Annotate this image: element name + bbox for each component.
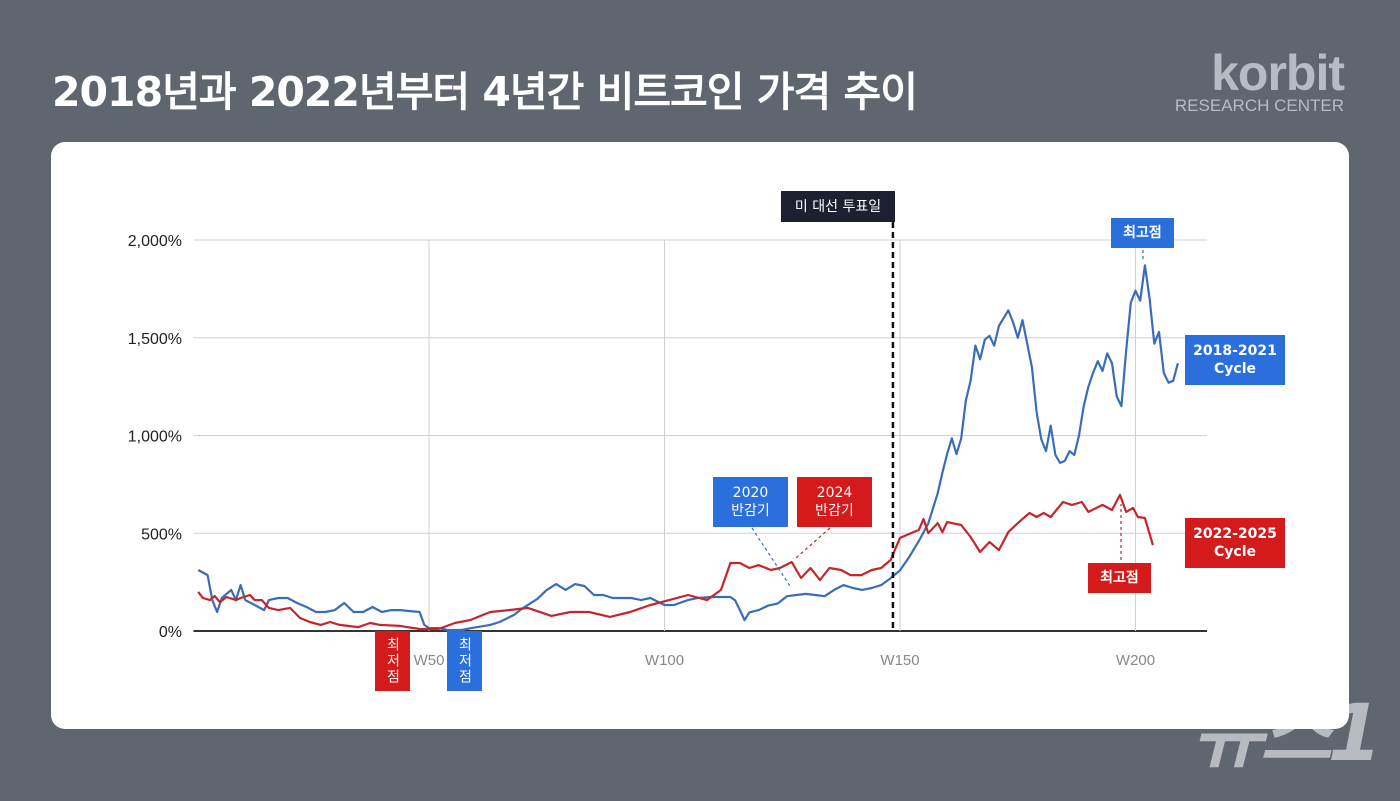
page-title: 2018년과 2022년부터 4년간 비트코인 가격 추이 — [52, 68, 918, 116]
annotation-arrows — [751, 250, 1144, 587]
y-tick-label: 2,000% — [128, 233, 182, 250]
logo-subtitle: RESEARCH CENTER — [1174, 96, 1344, 115]
x-tick-label: W50 — [414, 652, 445, 669]
election-day-label: 미 대선 투표일 — [781, 191, 895, 222]
news1-watermark: 뉴스1 — [1192, 689, 1382, 779]
series-lines — [197, 264, 1179, 632]
x-tick-label: W200 — [1116, 652, 1155, 669]
logo-brand: korbit — [1211, 45, 1345, 101]
korbit-logo: korbit RESEARCH CENTER — [1174, 45, 1345, 116]
arrow-2024-halving — [795, 527, 831, 559]
series-line-2018-2021 — [197, 264, 1179, 632]
red-series-label: 2022-2025 Cycle — [1185, 518, 1285, 568]
y-tick-label: 0% — [159, 624, 182, 641]
y-axis-ticks: 0% 500% 1,000% 1,500% 2,000% — [128, 233, 182, 641]
blue-low-label: 최저점 — [447, 631, 482, 691]
x-tick-label: W100 — [645, 652, 684, 669]
red-low-label: 최저점 — [375, 631, 410, 691]
blue-series-label: 2018-2021 Cycle — [1185, 335, 1285, 385]
halving-2024-label: 2024 반감기 — [797, 477, 872, 527]
grid — [193, 239, 1207, 632]
y-tick-label: 1,000% — [128, 429, 182, 446]
x-tick-label: W150 — [880, 652, 919, 669]
red-high-label: 최고점 — [1088, 563, 1151, 593]
y-tick-label: 1,500% — [128, 331, 182, 348]
halving-2020-label: 2020 반감기 — [713, 477, 788, 527]
arrow-2020-halving — [751, 527, 791, 587]
blue-high-label: 최고점 — [1111, 218, 1174, 248]
x-axis-ticks: W50 W100 W150 W200 — [414, 652, 1156, 669]
series-line-2022-2025 — [197, 493, 1154, 631]
y-tick-label: 500% — [141, 526, 182, 543]
